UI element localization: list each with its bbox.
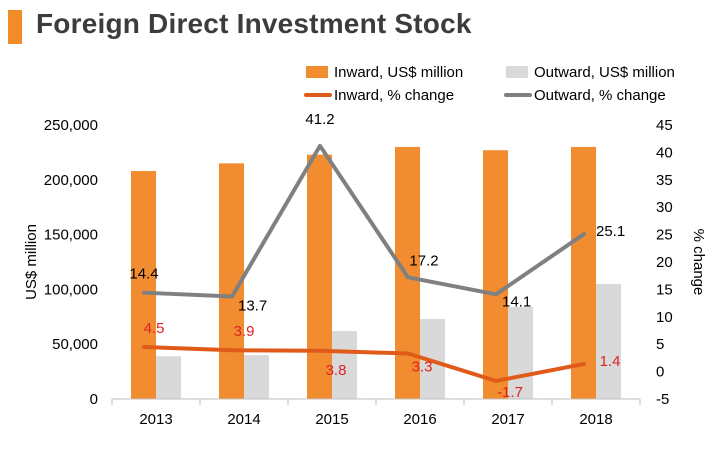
label-inward-change: 3.9 — [234, 323, 255, 340]
label-outward-change: 25.1 — [596, 223, 625, 240]
x-tick-label: 2015 — [315, 411, 348, 428]
y-axis-title: US$ million — [23, 224, 40, 300]
y2-tick-label: 40 — [656, 144, 673, 161]
x-tick-label: 2016 — [403, 411, 436, 428]
y2-tick-label: 35 — [656, 172, 673, 189]
y2-tick-label: 20 — [656, 254, 673, 271]
y2-tick-label: 30 — [656, 199, 673, 216]
label-inward-change: 4.5 — [144, 320, 165, 337]
bar-outward — [596, 283, 621, 399]
label-inward-change: -1.7 — [497, 384, 523, 401]
bar-outward — [244, 355, 269, 399]
y-tick-label: 200,000 — [44, 172, 98, 189]
y2-tick-label: -5 — [656, 391, 669, 408]
x-tick-label: 2014 — [227, 411, 260, 428]
label-outward-change: 14.1 — [502, 293, 531, 310]
bar-outward — [332, 331, 357, 399]
line-inward-change — [142, 344, 586, 383]
y2-tick-label: 15 — [656, 281, 673, 298]
x-tick-label: 2017 — [491, 411, 524, 428]
y-tick-label: 250,000 — [44, 117, 98, 134]
legend-swatch — [306, 66, 328, 78]
y-tick-label: 0 — [90, 391, 98, 408]
y2-tick-label: 0 — [656, 364, 664, 381]
chart-title: Foreign Direct Investment Stock — [36, 8, 472, 39]
y2-tick-label: 25 — [656, 227, 673, 244]
y2-tick-label: 5 — [656, 336, 664, 353]
y2-axis-title: % change — [690, 229, 707, 296]
bar-inward — [483, 150, 508, 399]
bar-inward — [571, 146, 596, 399]
y2-tick-label: 45 — [656, 117, 673, 134]
legend-label: Outward, % change — [534, 87, 666, 104]
label-inward-change: 3.3 — [412, 359, 433, 376]
bar-inward — [131, 171, 156, 399]
y-tick-label: 150,000 — [44, 227, 98, 244]
y2-tick-label: 10 — [656, 309, 673, 326]
bar-outward — [508, 306, 533, 399]
x-tick-label: 2013 — [139, 411, 172, 428]
bar-inward — [307, 154, 332, 399]
legend-label: Inward, US$ million — [334, 64, 463, 81]
label-inward-change: 3.8 — [326, 362, 347, 379]
x-tick-label: 2018 — [579, 411, 612, 428]
y-tick-label: 100,000 — [44, 281, 98, 298]
legend-label: Outward, US$ million — [534, 64, 675, 81]
label-outward-change: 17.2 — [409, 252, 438, 269]
y-tick-label: 50,000 — [52, 336, 98, 353]
label-outward-change: 14.4 — [129, 266, 158, 283]
label-inward-change: 1.4 — [600, 353, 621, 370]
legend-swatch — [506, 66, 528, 78]
label-outward-change: 13.7 — [238, 298, 267, 315]
bar-outward — [156, 356, 181, 399]
line-outward-change — [142, 143, 586, 299]
legend-label: Inward, % change — [334, 87, 454, 104]
title-accent-bar — [8, 10, 22, 44]
label-outward-change: 41.2 — [305, 111, 334, 128]
